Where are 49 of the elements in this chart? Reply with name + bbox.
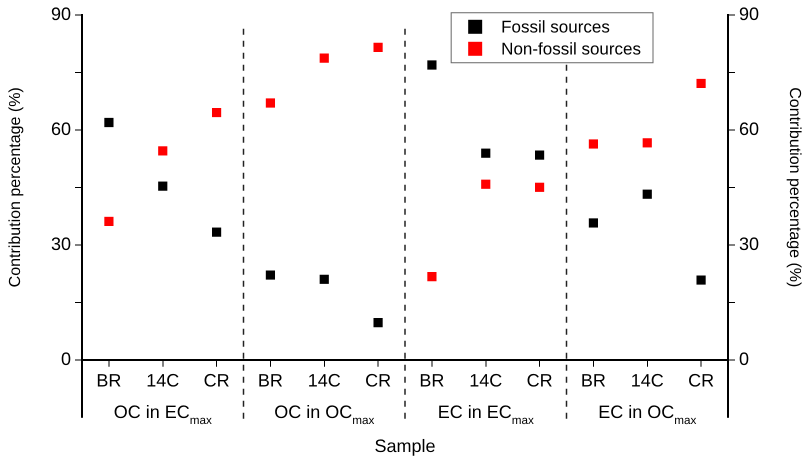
point xyxy=(481,148,490,158)
point xyxy=(588,218,598,228)
point xyxy=(696,275,706,285)
y2-tick-label: 90 xyxy=(739,4,760,24)
x-tick-label: BR xyxy=(419,370,444,391)
x-tick-label: BR xyxy=(580,370,606,391)
point xyxy=(642,138,652,148)
point xyxy=(696,78,706,88)
legend-label: Fossil sources xyxy=(501,17,610,36)
point xyxy=(534,150,544,160)
y-tick-label: 60 xyxy=(50,118,71,139)
point xyxy=(212,108,222,118)
point xyxy=(534,182,544,192)
x-tick-label: BR xyxy=(96,370,122,391)
point xyxy=(158,182,168,191)
x-tick-label: CR xyxy=(688,370,714,391)
point xyxy=(158,146,168,156)
point xyxy=(320,274,329,284)
point xyxy=(266,270,276,280)
point xyxy=(427,272,437,282)
y-axis-title: Contribution percentage (%) xyxy=(7,87,24,288)
x-tick-label: 14C xyxy=(630,370,664,391)
x-tick-label: CR xyxy=(365,370,392,391)
point xyxy=(104,118,114,128)
y-tick-label: 0 xyxy=(60,348,71,369)
point xyxy=(266,98,276,108)
x-tick-label: BR xyxy=(258,370,283,391)
x-axis-title: Sample xyxy=(374,436,436,456)
y2-axis-title: Contribution percentage (%) xyxy=(786,87,803,288)
y2-tick-label: 0 xyxy=(739,348,750,369)
x-tick-label: 14C xyxy=(469,370,502,391)
y2-tick-label: 30 xyxy=(739,234,760,254)
x-tick-label: CR xyxy=(526,370,553,391)
legend-label: Non-fossil sources xyxy=(501,39,641,58)
x-tick-label: 14C xyxy=(308,370,341,391)
x-tick-label: CR xyxy=(204,370,230,391)
y-tick-label: 90 xyxy=(50,4,71,24)
point xyxy=(104,216,114,226)
x-tick-label: 14C xyxy=(146,370,180,391)
point xyxy=(373,42,383,52)
point xyxy=(481,180,490,189)
point xyxy=(588,139,598,149)
point xyxy=(642,190,652,199)
y-tick-label: 30 xyxy=(50,234,71,254)
point xyxy=(373,318,383,328)
y2-tick-label: 60 xyxy=(739,118,760,139)
point xyxy=(427,60,437,70)
point xyxy=(320,54,329,63)
point xyxy=(212,228,222,237)
